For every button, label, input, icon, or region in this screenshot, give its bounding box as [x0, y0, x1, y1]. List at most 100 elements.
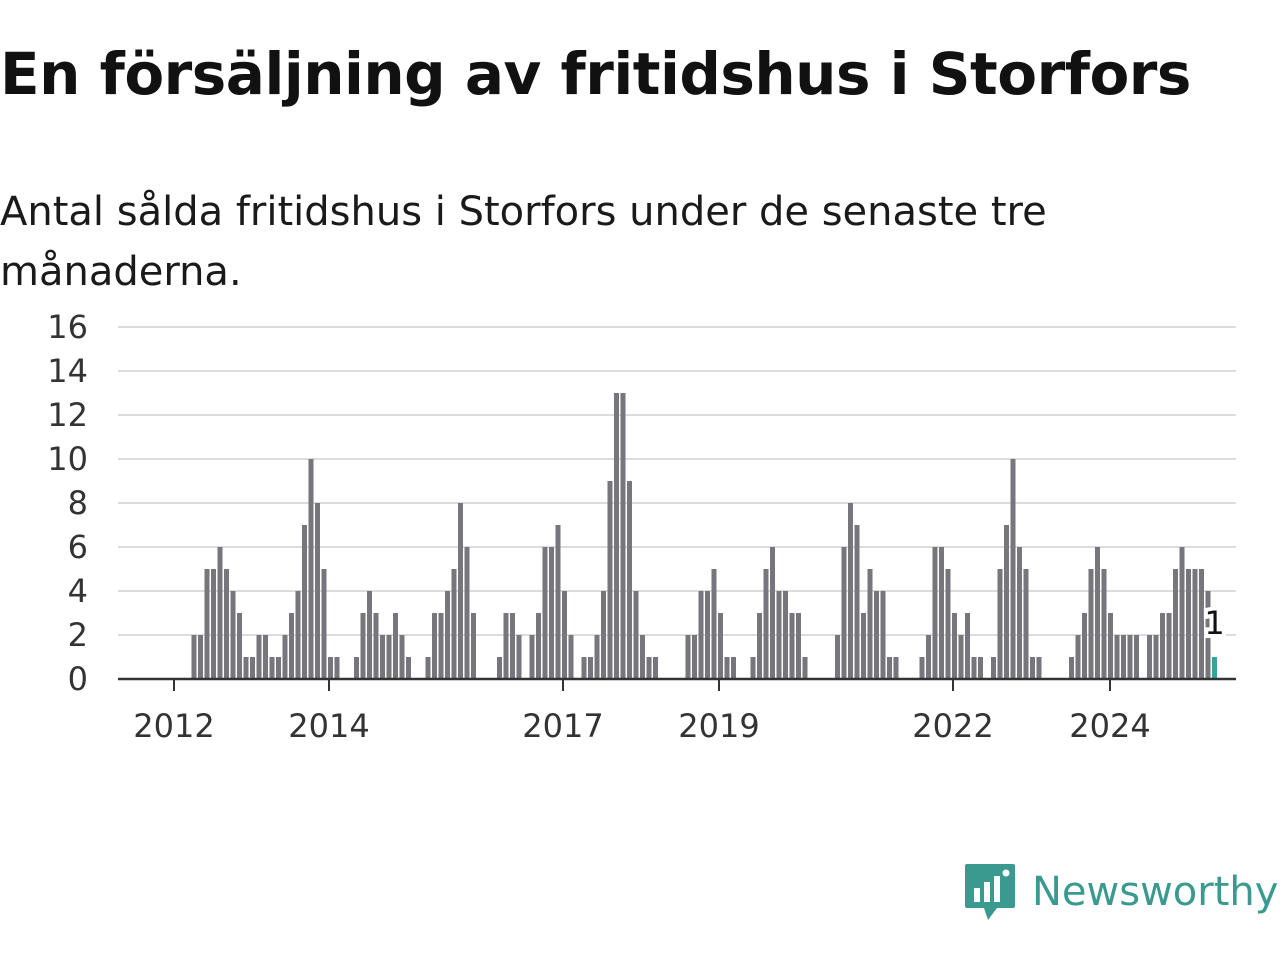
x-axis	[118, 677, 1236, 691]
bar	[204, 569, 210, 679]
bar	[1153, 635, 1159, 679]
bar	[425, 657, 431, 679]
bar	[724, 657, 730, 679]
bar	[1212, 657, 1217, 679]
bar	[887, 657, 892, 679]
bar	[367, 591, 372, 679]
bar	[893, 657, 899, 679]
y-tick-label: 16	[47, 308, 88, 346]
bar	[1173, 569, 1178, 679]
bar	[282, 635, 288, 679]
y-tick-label: 12	[47, 396, 88, 434]
chart-subtitle: Antal sålda fritidshus i Storfors under …	[0, 189, 1047, 295]
bar	[874, 591, 879, 679]
bar	[770, 547, 775, 679]
bar	[562, 591, 567, 679]
bar	[711, 569, 717, 679]
bar	[627, 481, 632, 679]
bar	[835, 635, 840, 679]
bar	[640, 635, 645, 679]
labels: 0 2 4 6 8 10 12 14 16 2012 2014 2017 2019 2022 2024 1	[47, 308, 1228, 745]
gridlines	[118, 326, 1236, 636]
bar	[1010, 459, 1016, 679]
y-tick-label: 6	[68, 528, 88, 566]
y-tick-label: 8	[68, 484, 88, 522]
x-tick-label: 2012	[133, 707, 214, 745]
bar	[1004, 525, 1009, 679]
bar	[646, 657, 652, 679]
bar	[399, 635, 405, 679]
bar	[1166, 613, 1172, 679]
bar-chart: 0 2 4 6 8 10 12 14 16 2012 2014 2017 2019 2022 2024 1	[47, 308, 1236, 745]
bar	[1088, 569, 1094, 679]
y-tick-label: 2	[68, 616, 88, 654]
bar	[978, 657, 983, 679]
bar	[757, 613, 762, 679]
bar	[529, 635, 535, 679]
bar	[653, 657, 658, 679]
bar	[952, 613, 957, 679]
bar	[432, 613, 437, 679]
bar	[1121, 635, 1126, 679]
bar	[1069, 657, 1074, 679]
bar	[1179, 547, 1185, 679]
bar	[841, 547, 847, 679]
bar	[497, 657, 502, 679]
brand-name: Newsworthy	[1032, 869, 1279, 915]
bar	[958, 635, 964, 679]
bar	[776, 591, 782, 679]
bar	[802, 657, 808, 679]
bar	[945, 569, 951, 679]
bar	[1160, 613, 1165, 679]
bar	[854, 525, 860, 679]
bar	[243, 657, 249, 679]
bar	[211, 569, 216, 679]
bar	[594, 635, 600, 679]
bar	[269, 657, 275, 679]
bar	[1192, 569, 1198, 679]
bar	[386, 635, 392, 679]
bar	[1127, 635, 1133, 679]
bar	[373, 613, 379, 679]
newsworthy-logo-icon	[965, 864, 1015, 920]
bar	[445, 591, 450, 679]
bar	[263, 635, 268, 679]
x-tick-label: 2024	[1069, 707, 1150, 745]
bar	[536, 613, 541, 679]
bar	[601, 591, 606, 679]
x-tick-label: 2014	[288, 707, 369, 745]
bar	[542, 547, 548, 679]
bar	[328, 657, 333, 679]
x-tick-label: 2022	[912, 707, 993, 745]
bar	[224, 569, 229, 679]
bar	[295, 591, 301, 679]
bar	[510, 613, 515, 679]
bar	[685, 635, 691, 679]
bar	[750, 657, 756, 679]
bar	[1095, 547, 1100, 679]
bar	[516, 635, 522, 679]
bar	[1017, 547, 1022, 679]
bar	[848, 503, 853, 679]
bar	[796, 613, 801, 679]
bar	[458, 503, 463, 679]
bar	[614, 393, 619, 679]
bar	[932, 547, 938, 679]
bar	[217, 547, 223, 679]
bar	[1101, 569, 1107, 679]
bar	[191, 635, 197, 679]
bar	[731, 657, 736, 679]
bar	[555, 525, 561, 679]
bar	[880, 591, 886, 679]
bar	[633, 591, 639, 679]
bar	[1186, 569, 1191, 679]
bar	[406, 657, 411, 679]
bar	[919, 657, 925, 679]
bar	[789, 613, 795, 679]
bar	[971, 657, 977, 679]
bar	[1199, 569, 1204, 679]
bar	[588, 657, 593, 679]
bar	[926, 635, 931, 679]
bar	[451, 569, 457, 679]
bar	[549, 547, 554, 679]
